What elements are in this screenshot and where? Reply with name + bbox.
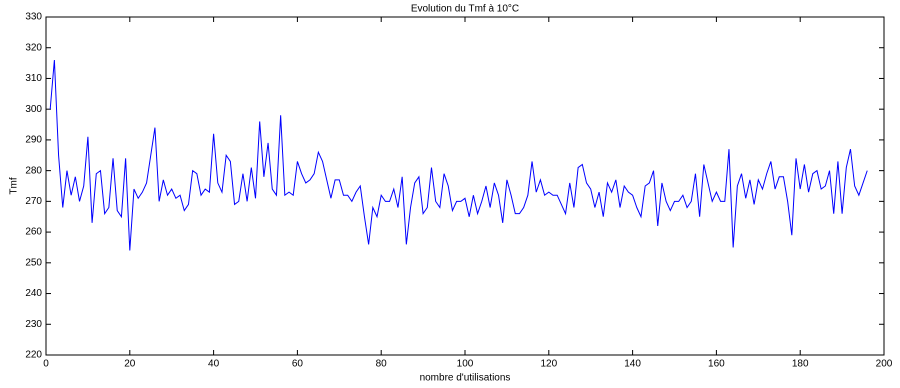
x-tick-label: 0 bbox=[43, 359, 49, 370]
y-tick-label: 280 bbox=[25, 165, 42, 176]
y-tick-label: 260 bbox=[25, 227, 42, 238]
plot-frame bbox=[45, 16, 885, 356]
y-tick-label: 300 bbox=[25, 104, 42, 115]
x-tick-label: 120 bbox=[540, 359, 557, 370]
x-tick-label: 180 bbox=[792, 359, 809, 370]
y-tick-label: 250 bbox=[25, 257, 42, 268]
y-tick-label: 270 bbox=[25, 196, 42, 207]
x-tick-label: 60 bbox=[292, 359, 304, 370]
x-tick-label: 100 bbox=[457, 359, 474, 370]
x-axis-label: nombre d'utilisations bbox=[420, 373, 511, 384]
y-tick-label: 330 bbox=[25, 12, 42, 23]
y-tick-label: 230 bbox=[25, 319, 42, 330]
x-tick-label: 200 bbox=[876, 359, 893, 370]
x-tick-label: 80 bbox=[376, 359, 388, 370]
y-tick-label: 220 bbox=[25, 350, 42, 361]
y-tick-label: 240 bbox=[25, 288, 42, 299]
x-tick-label: 40 bbox=[208, 359, 220, 370]
y-tick-label: 290 bbox=[25, 135, 42, 146]
y-tick-label: 310 bbox=[25, 73, 42, 84]
x-tick-label: 140 bbox=[624, 359, 641, 370]
x-tick-label: 20 bbox=[124, 359, 136, 370]
data-line bbox=[49, 59, 868, 251]
x-tick-label: 160 bbox=[708, 359, 725, 370]
y-axis-label: Tmf bbox=[9, 177, 20, 194]
y-tick-label: 320 bbox=[25, 42, 42, 53]
chart-title: Evolution du Tmf à 10°C bbox=[411, 4, 519, 15]
